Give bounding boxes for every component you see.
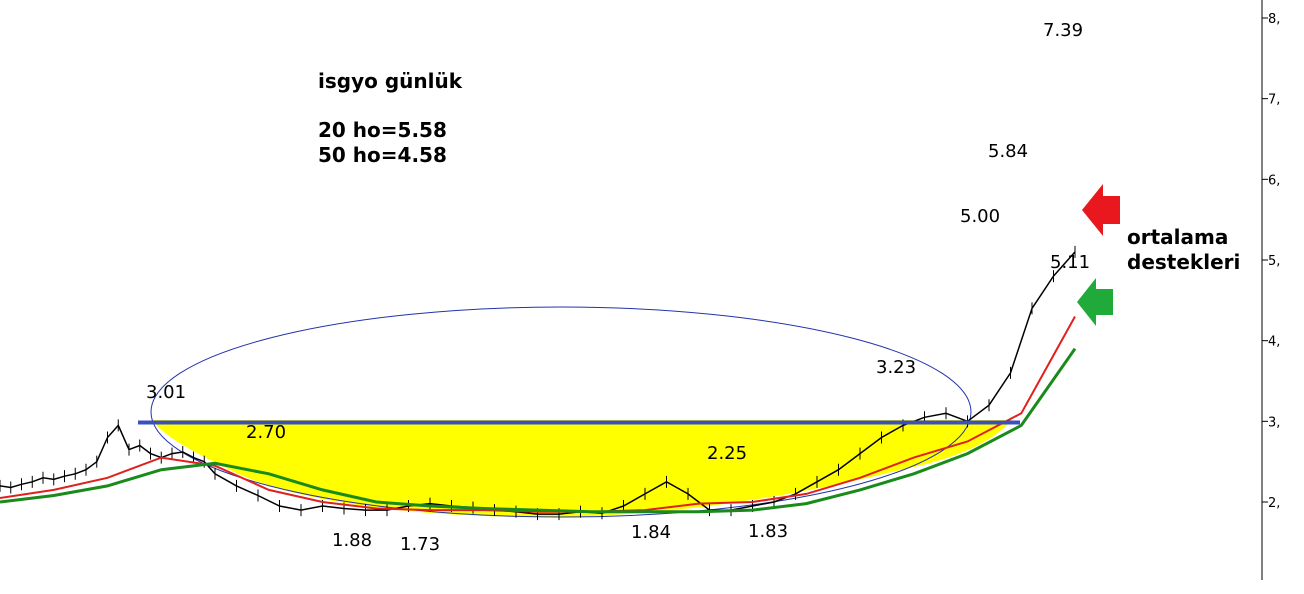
y-tick-label: 4,	[1268, 335, 1280, 350]
price-label: 3.01	[146, 382, 186, 403]
y-tick-label: 2,	[1268, 496, 1280, 511]
ma20-line	[0, 316, 1076, 513]
y-tick-label: 6,	[1268, 173, 1280, 188]
ma50-line	[0, 347, 1077, 514]
price-label: 1.88	[332, 530, 372, 551]
y-tick-label: 8,	[1268, 12, 1280, 27]
price-label: 7.39	[1043, 20, 1083, 41]
price-label: 5.11	[1050, 252, 1090, 273]
price-label: 5.00	[960, 206, 1000, 227]
red-arrow-icon	[1082, 184, 1120, 236]
y-tick-label: 5,	[1268, 254, 1280, 269]
chart-title: isgyo günlük	[318, 69, 463, 93]
ma20-note: 20 ho=5.58	[318, 118, 447, 142]
support-note-line1: ortalama	[1127, 225, 1228, 249]
price-label: 3.23	[876, 357, 916, 378]
cup-fill	[152, 420, 1012, 518]
support-note-line2: destekleri	[1127, 250, 1240, 274]
y-tick-label: 7,	[1268, 93, 1280, 108]
y-tick-label: 3,	[1268, 415, 1280, 430]
cup-highlight	[150, 306, 1012, 518]
price-label: 2.25	[707, 443, 747, 464]
price-label: 2.70	[246, 422, 286, 443]
price-label: 1.73	[400, 534, 440, 555]
green-arrow-icon	[1077, 278, 1113, 326]
y-axis: 8, 7, 6, 5, 4, 3, 2,	[1261, 0, 1280, 580]
cup-ellipse	[150, 306, 972, 518]
price-label: 1.83	[748, 521, 788, 542]
price-label: 5.84	[988, 141, 1028, 162]
price-labels: 3.01 2.70 1.88 1.73 1.84 1.83 2.25 3.23 …	[146, 20, 1090, 555]
price-label: 1.84	[631, 522, 671, 543]
ma50-note: 50 ho=4.58	[318, 143, 447, 167]
y-ticks: 8, 7, 6, 5, 4, 3, 2,	[1262, 12, 1280, 511]
series-layer	[0, 245, 1077, 521]
